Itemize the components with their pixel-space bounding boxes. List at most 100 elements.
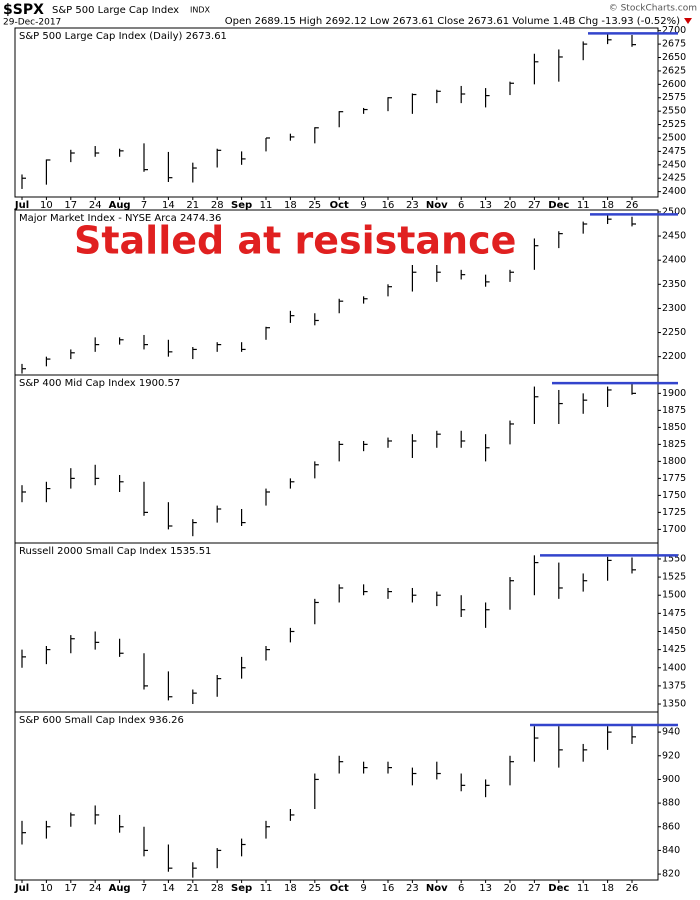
x-tick-label: 9 — [360, 200, 366, 211]
y-tick-label: 860 — [662, 821, 680, 832]
panel-title: Russell 2000 Small Cap Index 1535.51 — [19, 546, 211, 557]
panel-title: S&P 400 Mid Cap Index 1900.57 — [19, 378, 180, 389]
y-tick-label: 1900 — [662, 388, 686, 399]
x-tick-label: 20 — [504, 200, 517, 211]
y-tick-label: 1375 — [662, 680, 686, 691]
y-tick-label: 920 — [662, 750, 680, 761]
y-tick-label: 2450 — [662, 231, 686, 242]
y-tick-label: 2625 — [662, 65, 686, 76]
y-tick-label: 1825 — [662, 439, 686, 450]
symbol: $SPX — [3, 2, 44, 18]
y-tick-label: 2250 — [662, 327, 686, 338]
panel-title: S&P 600 Small Cap Index 936.26 — [19, 715, 184, 726]
x-tick-label: 11 — [577, 883, 590, 894]
y-tick-label: 2700 — [662, 25, 686, 36]
y-tick-label: 2500 — [662, 132, 686, 143]
x-tick-label: 18 — [601, 883, 614, 894]
x-tick-label: 16 — [382, 883, 395, 894]
x-tick-label: 18 — [284, 200, 297, 211]
x-tick-label: 11 — [577, 200, 590, 211]
x-tick-label: 7 — [141, 883, 147, 894]
y-tick-label: 2425 — [662, 173, 686, 184]
x-tick-label: 10 — [40, 883, 53, 894]
y-tick-label: 2550 — [662, 106, 686, 117]
y-tick-label: 1350 — [662, 699, 686, 710]
y-tick-label: 1450 — [662, 626, 686, 637]
x-tick-label: Sep — [231, 883, 252, 894]
y-tick-label: 1700 — [662, 524, 686, 535]
date: 29-Dec-2017 — [3, 18, 61, 28]
panel-title: Major Market Index - NYSE Arca 2474.36 — [19, 213, 221, 224]
annotation: Stalled at resistance — [74, 219, 516, 263]
x-tick-label: 24 — [89, 883, 102, 894]
x-tick-label: 27 — [528, 200, 541, 211]
x-tick-label: Aug — [109, 200, 131, 211]
x-tick-label: Nov — [426, 200, 448, 211]
x-tick-label: 6 — [458, 883, 464, 894]
x-tick-label: 23 — [406, 883, 419, 894]
y-tick-label: 2575 — [662, 92, 686, 103]
y-tick-label: 2400 — [662, 255, 686, 266]
x-tick-label: 13 — [479, 200, 492, 211]
y-tick-label: 2475 — [662, 146, 686, 157]
x-tick-label: 11 — [260, 200, 273, 211]
y-tick-label: 1850 — [662, 422, 686, 433]
x-tick-label: 26 — [626, 200, 639, 211]
y-tick-label: 900 — [662, 774, 680, 785]
x-tick-label: Aug — [109, 883, 131, 894]
x-tick-label: 14 — [162, 883, 175, 894]
y-tick-label: 1500 — [662, 590, 686, 601]
x-tick-label: Oct — [330, 200, 349, 211]
x-tick-label: 21 — [186, 883, 199, 894]
x-tick-label: 28 — [211, 200, 224, 211]
y-tick-label: 1425 — [662, 644, 686, 655]
x-tick-label: 28 — [211, 883, 224, 894]
x-tick-label: Nov — [426, 883, 448, 894]
x-tick-label: 18 — [601, 200, 614, 211]
y-tick-label: 2450 — [662, 159, 686, 170]
x-tick-label: 13 — [479, 883, 492, 894]
y-tick-label: 1800 — [662, 456, 686, 467]
y-tick-label: 1475 — [662, 608, 686, 619]
y-tick-label: 1775 — [662, 473, 686, 484]
y-tick-label: 2300 — [662, 303, 686, 314]
y-tick-label: 1750 — [662, 490, 686, 501]
panel-frame — [14, 711, 659, 881]
y-tick-label: 940 — [662, 727, 680, 738]
x-tick-label: 7 — [141, 200, 147, 211]
y-tick-label: 880 — [662, 798, 680, 809]
x-tick-label: Sep — [231, 200, 252, 211]
y-tick-label: 1875 — [662, 405, 686, 416]
down-arrow — [684, 18, 692, 24]
y-tick-label: 2600 — [662, 79, 686, 90]
y-tick-label: 2525 — [662, 119, 686, 130]
x-tick-label: 27 — [528, 883, 541, 894]
y-tick-label: 2350 — [662, 279, 686, 290]
y-tick-label: 1725 — [662, 507, 686, 518]
x-tick-label: 16 — [382, 200, 395, 211]
exchange: INDX — [190, 6, 211, 15]
x-tick-label: Dec — [548, 883, 569, 894]
x-tick-label: Jul — [14, 200, 29, 211]
x-tick-label: 11 — [260, 883, 273, 894]
x-tick-label: 25 — [308, 200, 321, 211]
x-tick-label: Dec — [548, 200, 569, 211]
x-tick-label: Jul — [14, 883, 29, 894]
x-tick-label: 17 — [64, 883, 77, 894]
x-tick-label: 18 — [284, 883, 297, 894]
x-tick-label: Oct — [330, 883, 349, 894]
y-tick-label: 2675 — [662, 39, 686, 50]
x-tick-label: 20 — [504, 883, 517, 894]
credit: © StockCharts.com — [609, 4, 697, 14]
y-tick-label: 840 — [662, 845, 680, 856]
y-tick-label: 2500 — [662, 206, 686, 217]
x-tick-label: 6 — [458, 200, 464, 211]
y-tick-label: 1525 — [662, 572, 686, 583]
y-tick-label: 1400 — [662, 662, 686, 673]
quote: Open 2689.15 High 2692.12 Low 2673.61 Cl… — [225, 16, 680, 27]
x-tick-label: 10 — [40, 200, 53, 211]
x-tick-label: 24 — [89, 200, 102, 211]
x-tick-label: 26 — [626, 883, 639, 894]
